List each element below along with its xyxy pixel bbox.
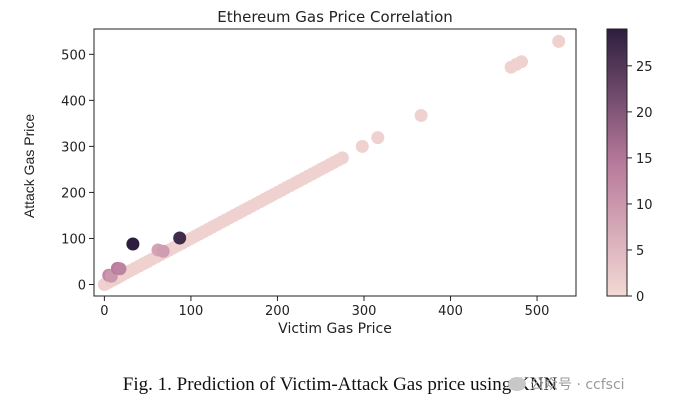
x-tick-label: 0 [100,304,108,319]
x-axis-label: Victim Gas Price [278,321,392,337]
x-tick-label: 300 [352,304,377,319]
scatter-chart: Ethereum Gas Price Correlation 0 100 200 30… [21,8,653,337]
data-point [515,55,528,69]
data-point [355,139,369,153]
data-point [414,109,428,122]
x-tick-label: 500 [525,304,550,319]
data-point [371,131,385,145]
colorbar [606,28,628,297]
x-tick-label: 400 [438,304,463,319]
y-tick-label: 500 [61,48,86,63]
x-axis: 0 100 200 300 400 500 [100,296,549,319]
figure-caption: Fig. 1. Prediction of Victim-Attack Gas … [122,374,558,395]
colorbar-tick-label: 15 [636,152,653,167]
colorbar-tick-label: 25 [636,60,653,75]
wechat-logo-icon [508,377,526,391]
colorbar-ticks: 0 5 10 15 20 25 [627,60,653,305]
x-tick-label: 100 [179,304,204,319]
data-point [335,151,349,165]
data-point [126,237,140,251]
watermark-text: 公众号 · ccfsci [530,377,625,393]
points-layer [97,34,566,291]
chart-title: Ethereum Gas Price Correlation [217,8,453,26]
data-point [173,231,187,245]
y-tick-label: 200 [61,186,86,201]
data-point [156,244,170,258]
watermark: 公众号 · ccfsci [508,374,625,394]
y-tick-label: 100 [61,232,86,247]
data-point [113,262,127,276]
colorbar-tick-label: 0 [636,290,644,305]
data-point [552,34,566,48]
y-axis: 0 100 200 300 400 500 [61,48,94,293]
colorbar-tick-label: 10 [636,198,653,213]
y-tick-label: 400 [61,94,86,109]
colorbar-tick-label: 5 [636,244,644,259]
x-tick-label: 200 [265,304,290,319]
y-tick-label: 0 [78,278,86,293]
colorbar-tick-label: 20 [636,106,653,121]
y-axis-label: Attack Gas Price [21,114,37,218]
y-tick-label: 300 [61,140,86,155]
